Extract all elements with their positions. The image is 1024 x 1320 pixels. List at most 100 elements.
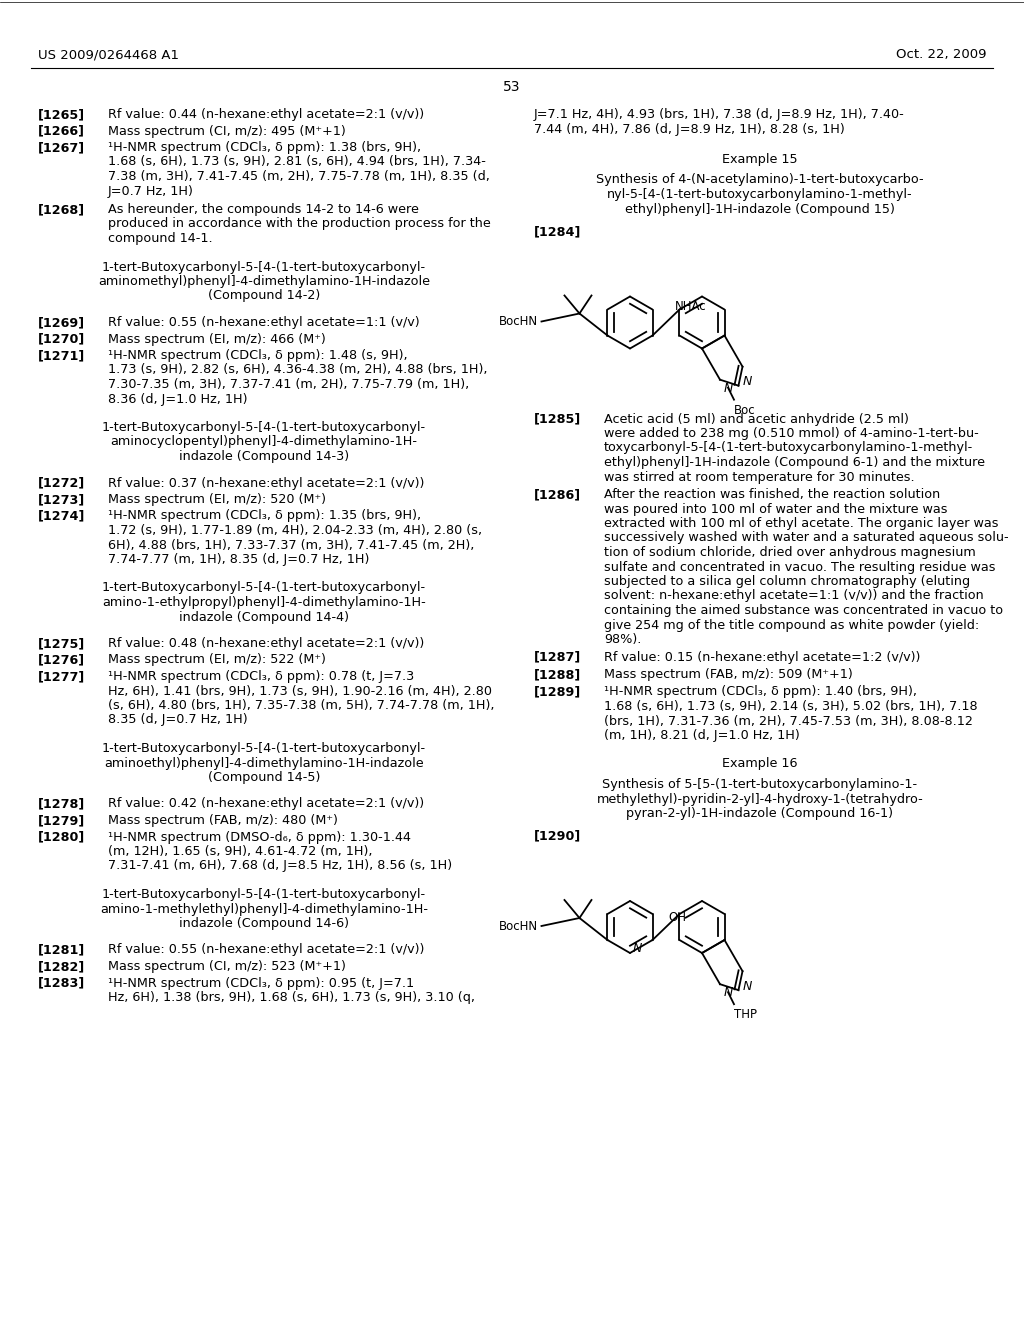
Text: Mass spectrum (CI, m/z): 495 (M⁺+1): Mass spectrum (CI, m/z): 495 (M⁺+1) — [108, 124, 346, 137]
Text: Acetic acid (5 ml) and acetic anhydride (2.5 ml): Acetic acid (5 ml) and acetic anhydride … — [604, 412, 909, 425]
Text: [1284]: [1284] — [534, 224, 582, 238]
Text: compound 14-1.: compound 14-1. — [108, 232, 213, 246]
Text: indazole (Compound 14-6): indazole (Compound 14-6) — [179, 917, 349, 931]
Text: was poured into 100 ml of water and the mixture was: was poured into 100 ml of water and the … — [604, 503, 947, 516]
Text: (Compound 14-5): (Compound 14-5) — [208, 771, 321, 784]
Text: N: N — [724, 986, 733, 999]
Text: ¹H-NMR spectrum (CDCl₃, δ ppm): 1.38 (brs, 9H),: ¹H-NMR spectrum (CDCl₃, δ ppm): 1.38 (br… — [108, 141, 421, 154]
Text: Mass spectrum (FAB, m/z): 509 (M⁺+1): Mass spectrum (FAB, m/z): 509 (M⁺+1) — [604, 668, 853, 681]
Text: [1271]: [1271] — [38, 348, 85, 362]
Text: US 2009/0264468 A1: US 2009/0264468 A1 — [38, 48, 179, 61]
Text: Mass spectrum (FAB, m/z): 480 (M⁺): Mass spectrum (FAB, m/z): 480 (M⁺) — [108, 814, 338, 828]
Text: [1266]: [1266] — [38, 124, 85, 137]
Text: nyl-5-[4-(1-tert-butoxycarbonylamino-1-methyl-: nyl-5-[4-(1-tert-butoxycarbonylamino-1-m… — [607, 187, 912, 201]
Text: ¹H-NMR spectrum (CDCl₃, δ ppm): 1.48 (s, 9H),: ¹H-NMR spectrum (CDCl₃, δ ppm): 1.48 (s,… — [108, 348, 408, 362]
Text: ethyl)phenyl]-1H-indazole (Compound 15): ethyl)phenyl]-1H-indazole (Compound 15) — [625, 202, 895, 215]
Text: 7.44 (m, 4H), 7.86 (d, J=8.9 Hz, 1H), 8.28 (s, 1H): 7.44 (m, 4H), 7.86 (d, J=8.9 Hz, 1H), 8.… — [534, 123, 845, 136]
Text: After the reaction was finished, the reaction solution: After the reaction was finished, the rea… — [604, 488, 940, 502]
Text: (s, 6H), 4.80 (brs, 1H), 7.35-7.38 (m, 5H), 7.74-7.78 (m, 1H),: (s, 6H), 4.80 (brs, 1H), 7.35-7.38 (m, 5… — [108, 700, 495, 711]
Text: Rf value: 0.44 (n-hexane:ethyl acetate=2:1 (v/v)): Rf value: 0.44 (n-hexane:ethyl acetate=2… — [108, 108, 424, 121]
Text: indazole (Compound 14-4): indazole (Compound 14-4) — [179, 610, 349, 623]
Text: 1-tert-Butoxycarbonyl-5-[4-(1-tert-butoxycarbonyl-: 1-tert-Butoxycarbonyl-5-[4-(1-tert-butox… — [102, 582, 426, 594]
Text: [1276]: [1276] — [38, 653, 85, 667]
Text: toxycarbonyl-5-[4-(1-tert-butoxycarbonylamino-1-methyl-: toxycarbonyl-5-[4-(1-tert-butoxycarbonyl… — [604, 441, 973, 454]
Text: (m, 12H), 1.65 (s, 9H), 4.61-4.72 (m, 1H),: (m, 12H), 1.65 (s, 9H), 4.61-4.72 (m, 1H… — [108, 845, 373, 858]
Text: Hz, 6H), 1.38 (brs, 9H), 1.68 (s, 6H), 1.73 (s, 9H), 3.10 (q,: Hz, 6H), 1.38 (brs, 9H), 1.68 (s, 6H), 1… — [108, 991, 475, 1005]
Text: [1278]: [1278] — [38, 797, 85, 810]
Text: N: N — [633, 942, 642, 956]
Text: were added to 238 mg (0.510 mmol) of 4-amino-1-tert-bu-: were added to 238 mg (0.510 mmol) of 4-a… — [604, 426, 979, 440]
Text: aminocyclopentyl)phenyl]-4-dimethylamino-1H-: aminocyclopentyl)phenyl]-4-dimethylamino… — [111, 436, 418, 449]
Text: 6H), 4.88 (brs, 1H), 7.33-7.37 (m, 3H), 7.41-7.45 (m, 2H),: 6H), 4.88 (brs, 1H), 7.33-7.37 (m, 3H), … — [108, 539, 474, 552]
Text: 1-tert-Butoxycarbonyl-5-[4-(1-tert-butoxycarbonyl-: 1-tert-Butoxycarbonyl-5-[4-(1-tert-butox… — [102, 421, 426, 434]
Text: [1286]: [1286] — [534, 488, 582, 502]
Text: N: N — [742, 979, 752, 993]
Text: 1-tert-Butoxycarbonyl-5-[4-(1-tert-butoxycarbonyl-: 1-tert-Butoxycarbonyl-5-[4-(1-tert-butox… — [102, 260, 426, 273]
Text: was stirred at room temperature for 30 minutes.: was stirred at room temperature for 30 m… — [604, 470, 914, 483]
Text: Oct. 22, 2009: Oct. 22, 2009 — [896, 48, 986, 61]
Text: 1.72 (s, 9H), 1.77-1.89 (m, 4H), 2.04-2.33 (m, 4H), 2.80 (s,: 1.72 (s, 9H), 1.77-1.89 (m, 4H), 2.04-2.… — [108, 524, 482, 537]
Text: [1288]: [1288] — [534, 668, 582, 681]
Text: [1267]: [1267] — [38, 141, 85, 154]
Text: [1283]: [1283] — [38, 977, 85, 990]
Text: As hereunder, the compounds 14-2 to 14-6 were: As hereunder, the compounds 14-2 to 14-6… — [108, 203, 419, 216]
Text: THP: THP — [734, 1008, 757, 1022]
Text: Mass spectrum (EI, m/z): 466 (M⁺): Mass spectrum (EI, m/z): 466 (M⁺) — [108, 333, 326, 346]
Text: [1285]: [1285] — [534, 412, 582, 425]
Text: [1265]: [1265] — [38, 108, 85, 121]
Text: Boc: Boc — [734, 404, 756, 417]
Text: indazole (Compound 14-3): indazole (Compound 14-3) — [179, 450, 349, 463]
Text: [1279]: [1279] — [38, 814, 85, 828]
Text: [1274]: [1274] — [38, 510, 85, 523]
Text: (brs, 1H), 7.31-7.36 (m, 2H), 7.45-7.53 (m, 3H), 8.08-8.12: (brs, 1H), 7.31-7.36 (m, 2H), 7.45-7.53 … — [604, 714, 973, 727]
Text: extracted with 100 ml of ethyl acetate. The organic layer was: extracted with 100 ml of ethyl acetate. … — [604, 517, 998, 531]
Text: Mass spectrum (EI, m/z): 520 (M⁺): Mass spectrum (EI, m/z): 520 (M⁺) — [108, 492, 326, 506]
Text: Example 15: Example 15 — [722, 153, 798, 166]
Text: 98%).: 98%). — [604, 634, 641, 645]
Text: ¹H-NMR spectrum (DMSO-d₆, δ ppm): 1.30-1.44: ¹H-NMR spectrum (DMSO-d₆, δ ppm): 1.30-1… — [108, 830, 411, 843]
Text: 1.68 (s, 6H), 1.73 (s, 9H), 2.14 (s, 3H), 5.02 (brs, 1H), 7.18: 1.68 (s, 6H), 1.73 (s, 9H), 2.14 (s, 3H)… — [604, 700, 978, 713]
Text: BocHN: BocHN — [500, 920, 539, 932]
Text: [1270]: [1270] — [38, 333, 85, 346]
Text: [1289]: [1289] — [534, 685, 582, 698]
Text: sulfate and concentrated in vacuo. The resulting residue was: sulfate and concentrated in vacuo. The r… — [604, 561, 995, 573]
Text: produced in accordance with the production process for the: produced in accordance with the producti… — [108, 218, 490, 231]
Text: successively washed with water and a saturated aqueous solu-: successively washed with water and a sat… — [604, 532, 1009, 544]
Text: Rf value: 0.15 (n-hexane:ethyl acetate=1:2 (v/v)): Rf value: 0.15 (n-hexane:ethyl acetate=1… — [604, 651, 921, 664]
Text: Rf value: 0.48 (n-hexane:ethyl acetate=2:1 (v/v)): Rf value: 0.48 (n-hexane:ethyl acetate=2… — [108, 638, 424, 649]
Text: J=7.1 Hz, 4H), 4.93 (brs, 1H), 7.38 (d, J=8.9 Hz, 1H), 7.40-: J=7.1 Hz, 4H), 4.93 (brs, 1H), 7.38 (d, … — [534, 108, 905, 121]
Text: Rf value: 0.55 (n-hexane:ethyl acetate=1:1 (v/v): Rf value: 0.55 (n-hexane:ethyl acetate=1… — [108, 315, 420, 329]
Text: OH: OH — [669, 911, 686, 924]
Text: 8.36 (d, J=1.0 Hz, 1H): 8.36 (d, J=1.0 Hz, 1H) — [108, 392, 248, 405]
Text: (m, 1H), 8.21 (d, J=1.0 Hz, 1H): (m, 1H), 8.21 (d, J=1.0 Hz, 1H) — [604, 729, 800, 742]
Text: methylethyl)-pyridin-2-yl]-4-hydroxy-1-(tetrahydro-: methylethyl)-pyridin-2-yl]-4-hydroxy-1-(… — [597, 792, 924, 805]
Text: ¹H-NMR spectrum (CDCl₃, δ ppm): 0.78 (t, J=7.3: ¹H-NMR spectrum (CDCl₃, δ ppm): 0.78 (t,… — [108, 671, 415, 682]
Text: [1269]: [1269] — [38, 315, 85, 329]
Text: [1275]: [1275] — [38, 638, 85, 649]
Text: Rf value: 0.55 (n-hexane:ethyl acetate=2:1 (v/v)): Rf value: 0.55 (n-hexane:ethyl acetate=2… — [108, 944, 424, 957]
Text: ethyl)phenyl]-1H-indazole (Compound 6-1) and the mixture: ethyl)phenyl]-1H-indazole (Compound 6-1)… — [604, 455, 985, 469]
Text: Rf value: 0.37 (n-hexane:ethyl acetate=2:1 (v/v)): Rf value: 0.37 (n-hexane:ethyl acetate=2… — [108, 477, 424, 490]
Text: [1273]: [1273] — [38, 492, 85, 506]
Text: [1280]: [1280] — [38, 830, 85, 843]
Text: solvent: n-hexane:ethyl acetate=1:1 (v/v)) and the fraction: solvent: n-hexane:ethyl acetate=1:1 (v/v… — [604, 590, 984, 602]
Text: Rf value: 0.42 (n-hexane:ethyl acetate=2:1 (v/v)): Rf value: 0.42 (n-hexane:ethyl acetate=2… — [108, 797, 424, 810]
Text: tion of sodium chloride, dried over anhydrous magnesium: tion of sodium chloride, dried over anhy… — [604, 546, 976, 558]
Text: 1.73 (s, 9H), 2.82 (s, 6H), 4.36-4.38 (m, 2H), 4.88 (brs, 1H),: 1.73 (s, 9H), 2.82 (s, 6H), 4.36-4.38 (m… — [108, 363, 487, 376]
Text: 7.38 (m, 3H), 7.41-7.45 (m, 2H), 7.75-7.78 (m, 1H), 8.35 (d,: 7.38 (m, 3H), 7.41-7.45 (m, 2H), 7.75-7.… — [108, 170, 489, 183]
Text: 53: 53 — [503, 81, 521, 94]
Text: 7.31-7.41 (m, 6H), 7.68 (d, J=8.5 Hz, 1H), 8.56 (s, 1H): 7.31-7.41 (m, 6H), 7.68 (d, J=8.5 Hz, 1H… — [108, 859, 453, 873]
Text: 1-tert-Butoxycarbonyl-5-[4-(1-tert-butoxycarbonyl-: 1-tert-Butoxycarbonyl-5-[4-(1-tert-butox… — [102, 888, 426, 902]
Text: 1-tert-Butoxycarbonyl-5-[4-(1-tert-butoxycarbonyl-: 1-tert-Butoxycarbonyl-5-[4-(1-tert-butox… — [102, 742, 426, 755]
Text: [1290]: [1290] — [534, 829, 582, 842]
Text: 1.68 (s, 6H), 1.73 (s, 9H), 2.81 (s, 6H), 4.94 (brs, 1H), 7.34-: 1.68 (s, 6H), 1.73 (s, 9H), 2.81 (s, 6H)… — [108, 156, 485, 169]
Text: ¹H-NMR spectrum (CDCl₃, δ ppm): 0.95 (t, J=7.1: ¹H-NMR spectrum (CDCl₃, δ ppm): 0.95 (t,… — [108, 977, 414, 990]
Text: N: N — [742, 375, 752, 388]
Text: [1281]: [1281] — [38, 944, 85, 957]
Text: 7.74-7.77 (m, 1H), 8.35 (d, J=0.7 Hz, 1H): 7.74-7.77 (m, 1H), 8.35 (d, J=0.7 Hz, 1H… — [108, 553, 370, 566]
Text: [1277]: [1277] — [38, 671, 85, 682]
Text: 7.30-7.35 (m, 3H), 7.37-7.41 (m, 2H), 7.75-7.79 (m, 1H),: 7.30-7.35 (m, 3H), 7.37-7.41 (m, 2H), 7.… — [108, 378, 469, 391]
Text: aminomethyl)phenyl]-4-dimethylamino-1H-indazole: aminomethyl)phenyl]-4-dimethylamino-1H-i… — [98, 275, 430, 288]
Text: Example 16: Example 16 — [722, 758, 798, 771]
Text: ¹H-NMR spectrum (CDCl₃, δ ppm): 1.40 (brs, 9H),: ¹H-NMR spectrum (CDCl₃, δ ppm): 1.40 (br… — [604, 685, 918, 698]
